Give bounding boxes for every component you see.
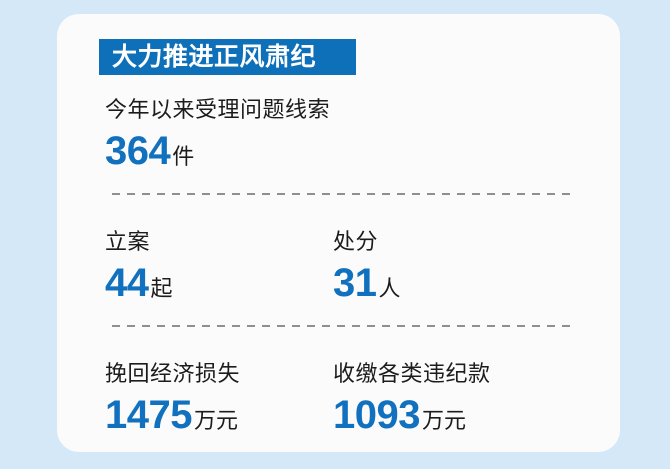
stats-card: 大力推进正风肃纪 今年以来受理问题线索 364 件 立案 44 起 处分 31 … [57, 14, 620, 452]
stat-losses-recovered-unit: 万元 [193, 408, 238, 433]
stat-funds-confiscated-unit: 万元 [421, 408, 466, 433]
stat-losses-recovered-label: 挽回经济损失 [105, 361, 241, 386]
stat-losses-recovered: 挽回经济损失 1475 万元 [105, 360, 240, 437]
stat-punishments-value-row: 31 人 [333, 261, 401, 305]
stat-cases-filed-number: 44 [105, 261, 149, 305]
stat-funds-confiscated-value-row: 1093 万元 [333, 393, 491, 437]
stat-punishments-number: 31 [333, 261, 377, 305]
stat-funds-confiscated-label: 收缴各类违纪款 [333, 361, 491, 386]
dashed-divider-bottom [112, 325, 570, 327]
section-title-badge: 大力推进正风肃纪 [99, 39, 357, 75]
stat-cases-filed-value-row: 44 起 [105, 261, 173, 305]
stat-losses-recovered-value-row: 1475 万元 [105, 393, 240, 437]
stat-problem-clues-label: 今年以来受理问题线索 [105, 97, 331, 122]
stat-problem-clues-number: 364 [105, 129, 171, 173]
stat-punishments: 处分 31 人 [333, 228, 401, 305]
stat-cases-filed: 立案 44 起 [105, 228, 173, 305]
stat-problem-clues-unit: 件 [172, 144, 195, 169]
section-title: 大力推进正风肃纪 [112, 43, 317, 71]
stat-cases-filed-label: 立案 [105, 229, 151, 254]
stat-problem-clues-value-row: 364 件 [105, 129, 330, 173]
stat-punishments-label: 处分 [333, 229, 379, 254]
stat-punishments-unit: 人 [378, 276, 401, 301]
stat-problem-clues: 今年以来受理问题线索 364 件 [105, 96, 330, 173]
stat-funds-confiscated-number: 1093 [333, 393, 420, 437]
stat-funds-confiscated: 收缴各类违纪款 1093 万元 [333, 360, 491, 437]
stat-losses-recovered-number: 1475 [105, 393, 192, 437]
dashed-divider-top [112, 193, 570, 195]
stat-cases-filed-unit: 起 [150, 276, 173, 301]
